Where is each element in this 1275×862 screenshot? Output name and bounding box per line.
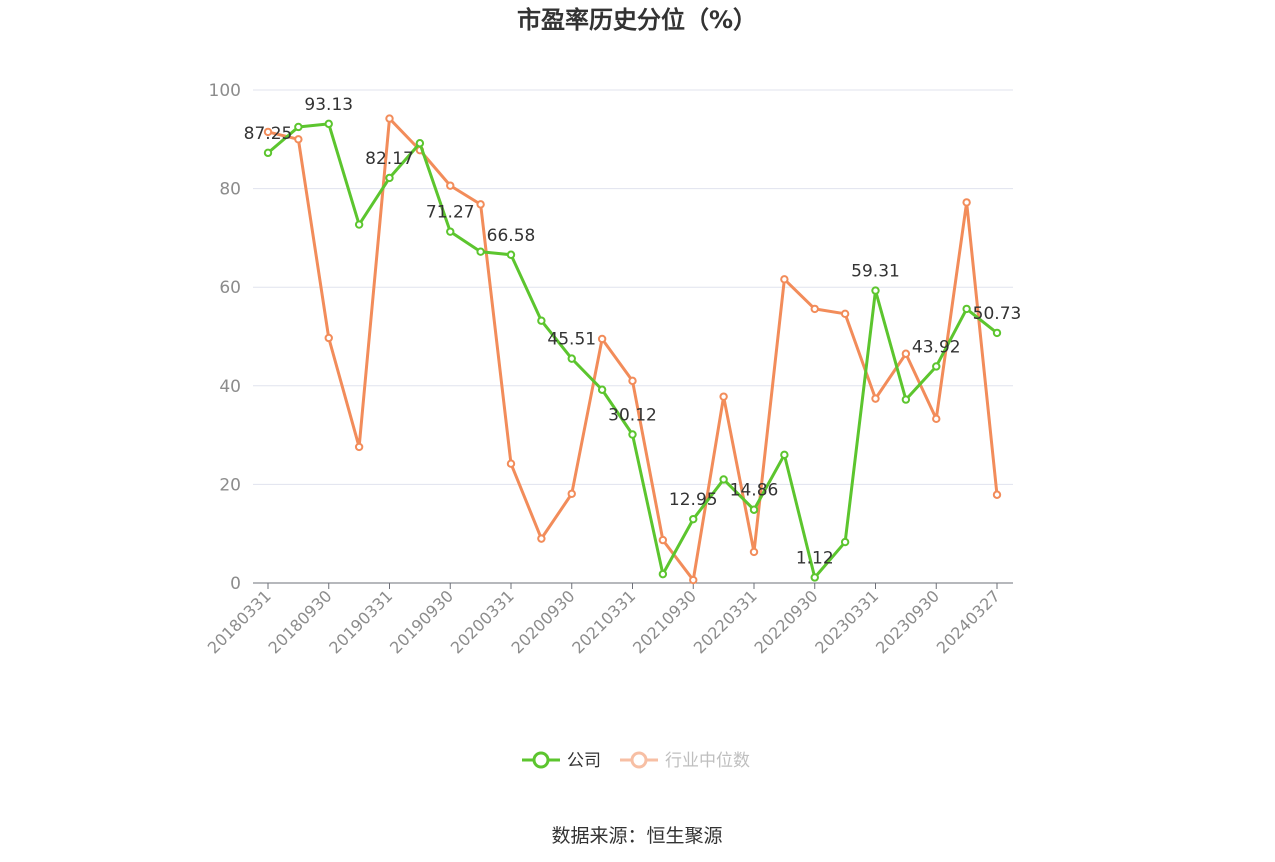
data-point: [506, 459, 516, 468]
grid-lines: [253, 89, 1013, 485]
data-source: 数据来源：恒生聚源: [551, 825, 722, 847]
data-point: [446, 181, 455, 190]
data-label: 50.73: [973, 304, 1022, 324]
data-point: [597, 334, 607, 344]
data-label: 87.25: [244, 124, 293, 144]
data-point: [962, 198, 971, 207]
data-point: [567, 489, 576, 498]
legend-marker: [532, 751, 550, 769]
series-line-company: [267, 122, 998, 579]
legend-label: 行业中位数: [665, 751, 750, 771]
data-labels: 87.25 93.13 82.17 71.27 66.58 45.51 30.12 12.95…: [244, 95, 1022, 569]
data-point: [658, 535, 668, 545]
legend-item[interactable]: 行业中位数: [620, 751, 750, 771]
data-label: 12.95: [669, 490, 718, 510]
data-label: 82.17: [365, 149, 414, 169]
data-point: [719, 392, 728, 401]
x-tick-label: 20240327: [933, 586, 1004, 657]
data-label: 71.27: [426, 203, 475, 223]
data-point: [719, 475, 728, 484]
data-point: [992, 328, 1002, 338]
x-tick-label: 20200930: [508, 586, 579, 657]
data-point: [749, 547, 759, 557]
legend[interactable]: 公司 行业中位数: [522, 751, 750, 771]
data-point: [415, 139, 425, 148]
series-line-industry: [267, 117, 999, 582]
data-point: [537, 316, 546, 325]
data-point: [628, 430, 637, 439]
data-point: [749, 505, 759, 514]
data-point: [840, 309, 850, 319]
data-point: [780, 275, 789, 284]
y-tick-label: 60: [219, 278, 241, 298]
x-tick-label: 20230930: [872, 586, 943, 657]
data-point: [689, 575, 698, 585]
data-label: 14.86: [730, 481, 779, 501]
data-label: 59.31: [851, 262, 900, 282]
data-point: [689, 514, 698, 524]
x-tick-label: 20220331: [690, 586, 761, 657]
data-point: [263, 127, 273, 137]
data-point: [385, 173, 394, 183]
data-point: [294, 122, 303, 132]
data-point: [871, 394, 880, 403]
y-tick-label: 80: [219, 180, 241, 200]
data-point: [871, 286, 880, 295]
data-point: [932, 414, 941, 424]
data-label: 30.12: [608, 406, 657, 426]
data-point: [901, 349, 911, 358]
legend-item[interactable]: 公司: [522, 751, 601, 771]
data-point: [385, 114, 394, 123]
x-tick-label: 20210331: [568, 586, 639, 657]
x-tick-label: 20220930: [751, 586, 822, 657]
data-point: [476, 200, 485, 209]
data-point: [658, 569, 668, 579]
legend-label: 公司: [567, 751, 601, 771]
x-tick-label: 20180331: [204, 586, 275, 657]
data-point: [506, 250, 516, 259]
data-point: [354, 220, 364, 229]
data-point: [992, 490, 1002, 499]
data-point: [263, 148, 273, 158]
y-tick-label: 0: [230, 574, 241, 594]
data-point: [628, 376, 637, 386]
data-label: 66.58: [487, 226, 536, 246]
data-point: [567, 354, 576, 363]
y-tick-label: 100: [209, 81, 241, 101]
data-label: 93.13: [304, 95, 353, 115]
data-point: [294, 135, 303, 144]
data-point: [901, 395, 911, 404]
data-point: [840, 537, 850, 547]
data-point: [962, 304, 971, 314]
data-point: [537, 534, 546, 543]
x-tick-label: 20180930: [265, 586, 336, 657]
x-tick-label: 20210930: [629, 586, 700, 657]
x-tick-label: 20230331: [811, 586, 882, 657]
data-point: [810, 573, 819, 582]
data-point: [324, 119, 333, 129]
y-tick-label: 40: [219, 377, 241, 397]
data-point: [324, 333, 333, 343]
data-point: [780, 450, 789, 460]
data-point: [446, 227, 455, 236]
data-label: 45.51: [547, 330, 596, 350]
data-point: [810, 304, 819, 314]
data-point: [597, 385, 607, 394]
y-tick-label: 20: [219, 475, 241, 495]
x-tick-label: 20190331: [325, 586, 396, 657]
y-axis-ticks: 0 20 40 60 80 100: [209, 81, 241, 594]
x-tick-label: 20200331: [447, 586, 518, 657]
legend-marker: [630, 751, 648, 769]
x-axis-ticks: 2018033120180930201903312019093020200331…: [204, 583, 1004, 657]
data-point: [932, 362, 941, 371]
series-group: [263, 114, 1002, 585]
x-tick-label: 20190930: [386, 586, 457, 657]
data-label: 43.92: [912, 337, 961, 357]
data-label: 1.12: [796, 548, 834, 568]
data-point: [354, 442, 364, 452]
data-point: [476, 247, 485, 256]
chart-title: 市盈率历史分位（%）: [517, 6, 757, 34]
